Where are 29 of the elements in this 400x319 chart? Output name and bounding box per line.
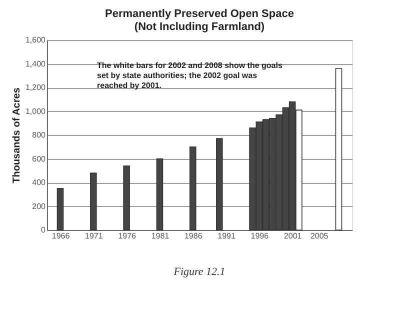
chart-title: Permanently Preserved Open Space (Not Including Farmland)	[105, 8, 294, 33]
y-tick-label: 1,600	[25, 36, 46, 44]
y-tick-label: 0	[41, 226, 46, 234]
y-tick-label: 1,000	[25, 106, 46, 116]
annotation: The white bars for 2002 and 2008 show the goals set by state authorities; the 2002 goal was reached by 2001.	[97, 61, 283, 90]
bar	[189, 146, 196, 230]
x-tick-label: 1971	[85, 232, 104, 240]
y-tick-label: 400	[32, 178, 46, 187]
y-tick-label: 1,200	[25, 83, 46, 92]
y-tick-label: 200	[32, 202, 46, 211]
bar	[123, 165, 130, 230]
x-tick-label: 1976	[118, 232, 137, 240]
y-tick-label: 1,400	[25, 59, 46, 68]
x-tick-label: 1996	[250, 232, 270, 240]
x-tick-label: 1991	[218, 232, 236, 240]
y-tick-label: 600	[32, 154, 46, 164]
x-tick-label: 2001	[284, 232, 302, 240]
x-tick-label: 1981	[151, 232, 170, 240]
y-tick-label: 800	[32, 130, 46, 140]
x-tick-label: 1986	[184, 232, 203, 240]
x-tick-label: 1966	[52, 232, 70, 240]
bar	[56, 188, 64, 230]
x-tick-label: 2005	[310, 232, 329, 240]
bar	[335, 68, 342, 230]
bar	[216, 138, 223, 230]
y-axis-title: Thousands of Acres	[11, 87, 22, 184]
bar	[90, 172, 97, 230]
bar	[156, 158, 164, 230]
caption: Figure 12.1	[172, 266, 226, 278]
